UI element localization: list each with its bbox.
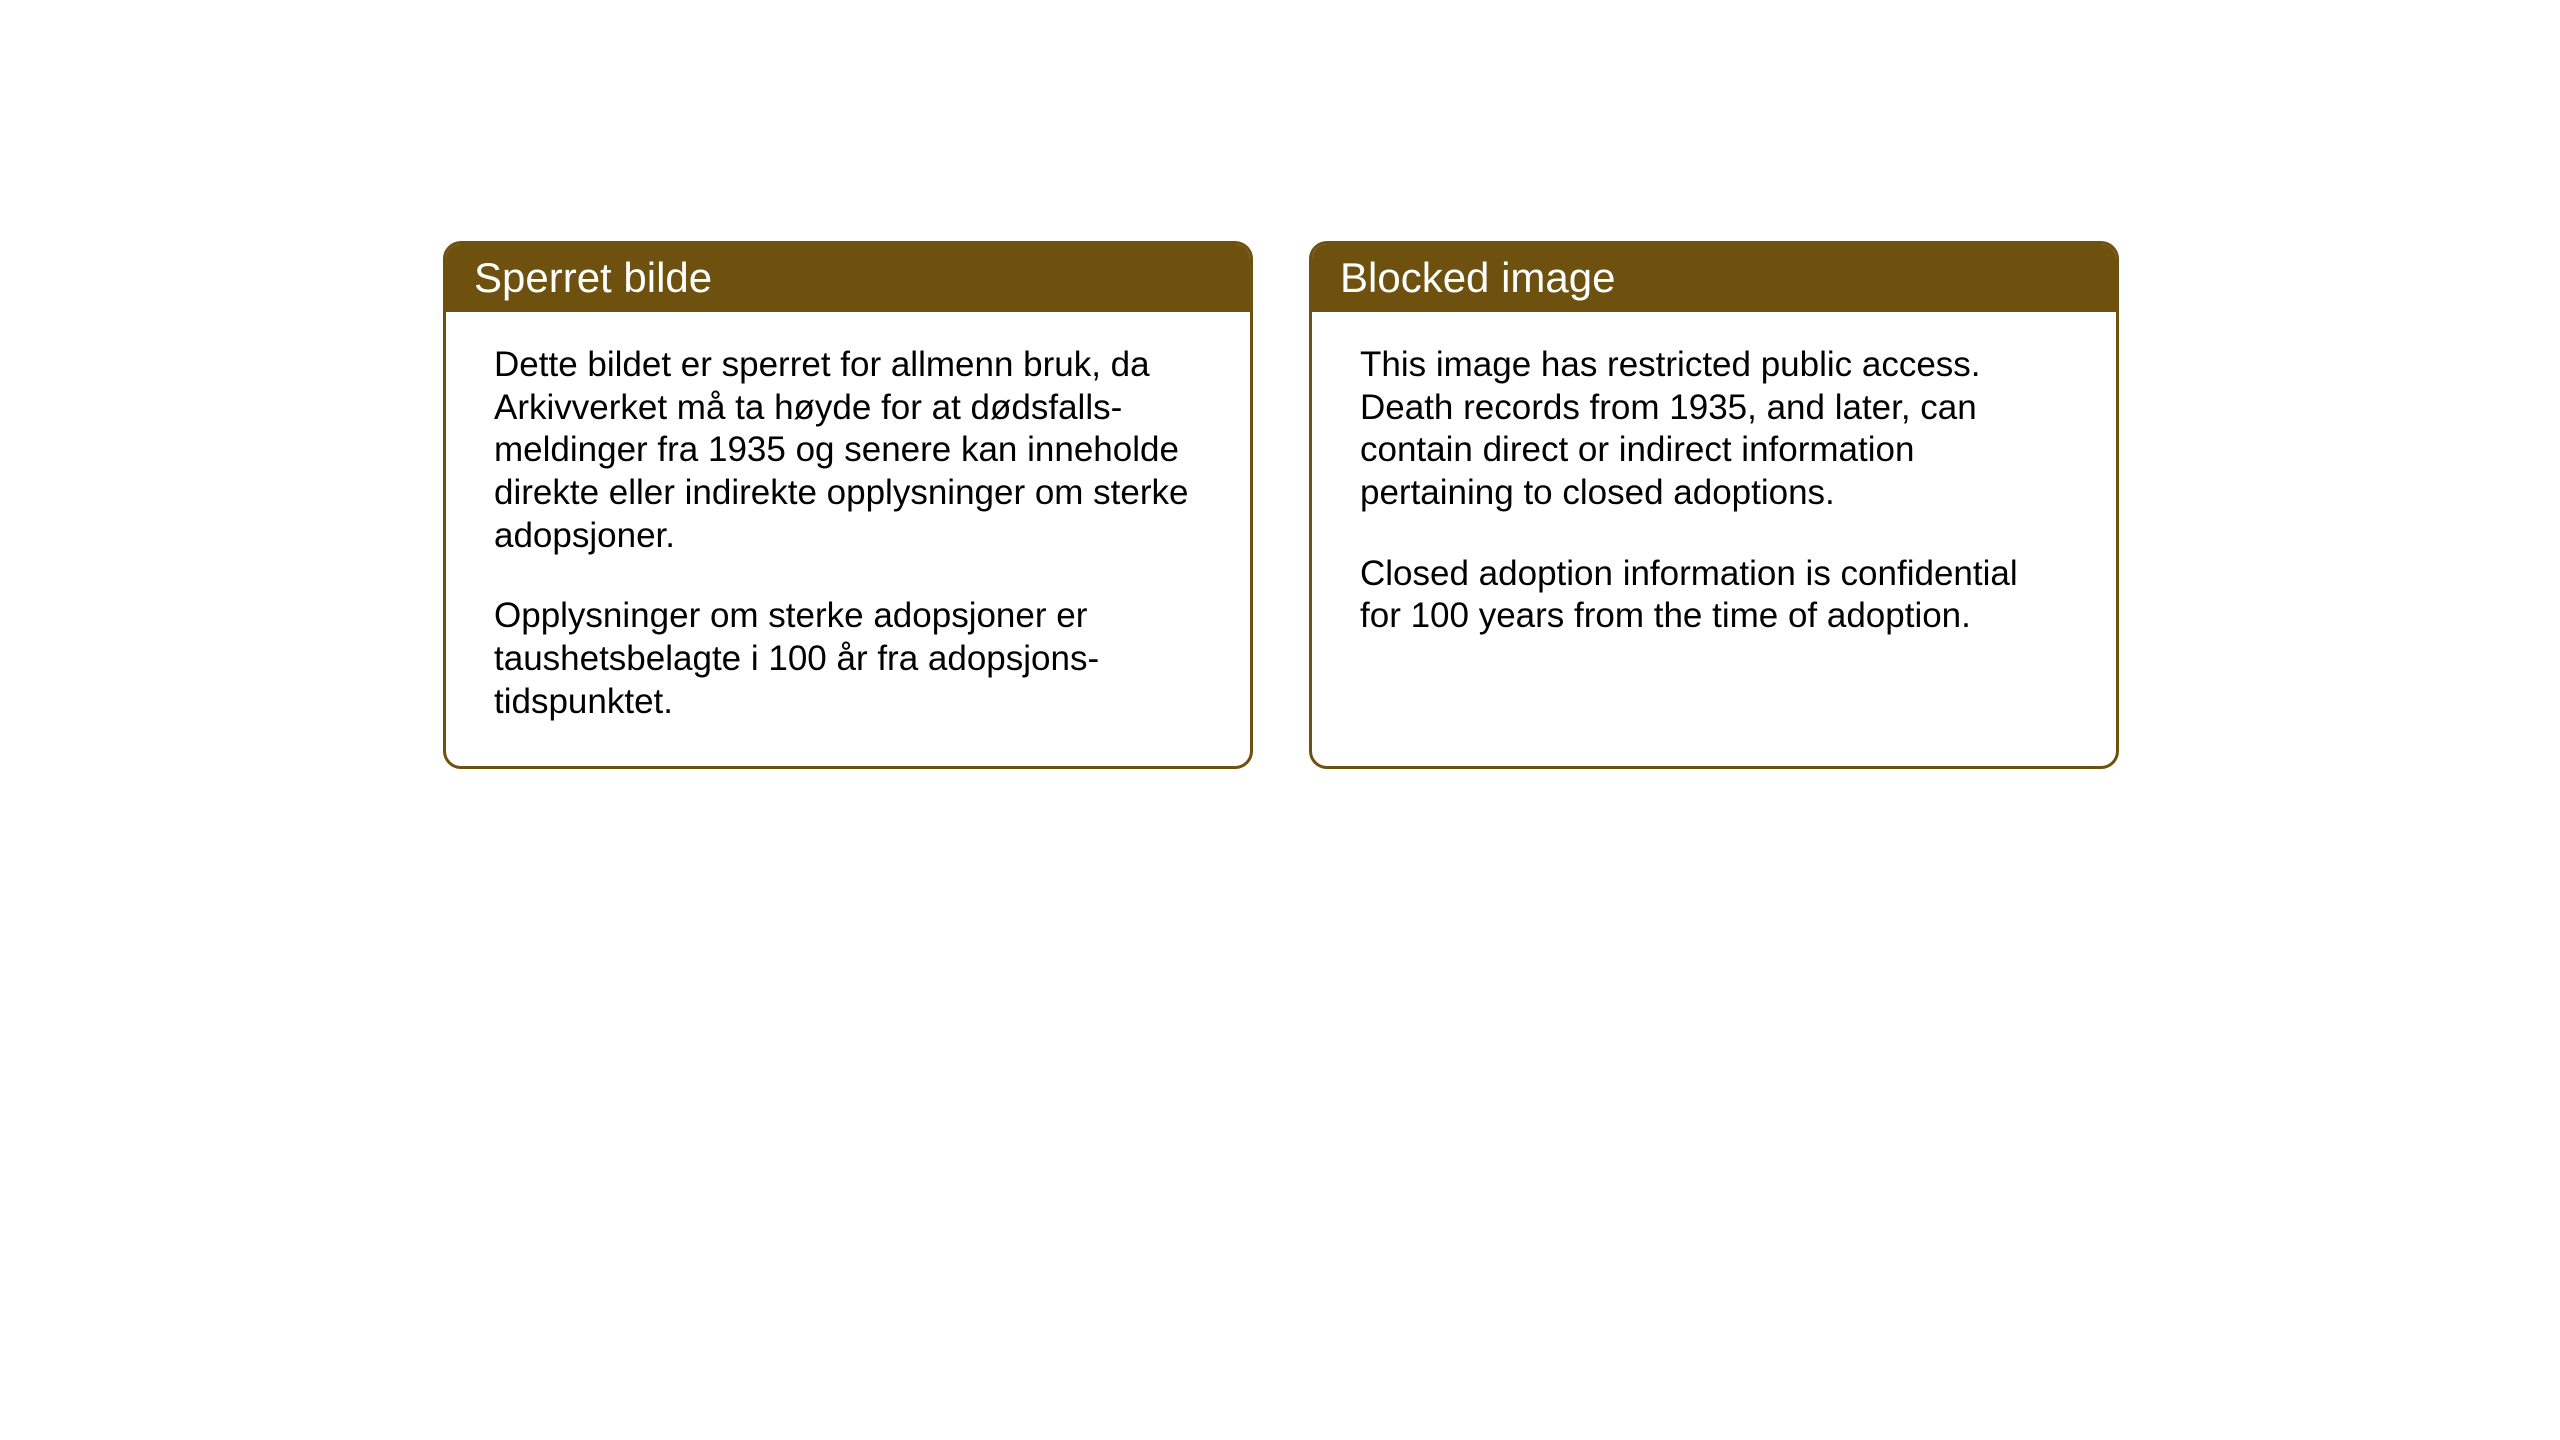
norwegian-paragraph-1: Dette bildet er sperret for allmenn bruk… bbox=[494, 344, 1202, 557]
english-card-body: This image has restricted public access.… bbox=[1312, 312, 2116, 680]
notice-cards-container: Sperret bilde Dette bildet er sperret fo… bbox=[443, 241, 2119, 769]
english-card-title: Blocked image bbox=[1312, 244, 2116, 312]
english-notice-card: Blocked image This image has restricted … bbox=[1309, 241, 2119, 769]
norwegian-paragraph-2: Opplysninger om sterke adopsjoner er tau… bbox=[494, 595, 1202, 723]
norwegian-card-title: Sperret bilde bbox=[446, 244, 1250, 312]
english-paragraph-1: This image has restricted public access.… bbox=[1360, 344, 2068, 515]
english-paragraph-2: Closed adoption information is confident… bbox=[1360, 553, 2068, 638]
norwegian-notice-card: Sperret bilde Dette bildet er sperret fo… bbox=[443, 241, 1253, 769]
norwegian-card-body: Dette bildet er sperret for allmenn bruk… bbox=[446, 312, 1250, 766]
